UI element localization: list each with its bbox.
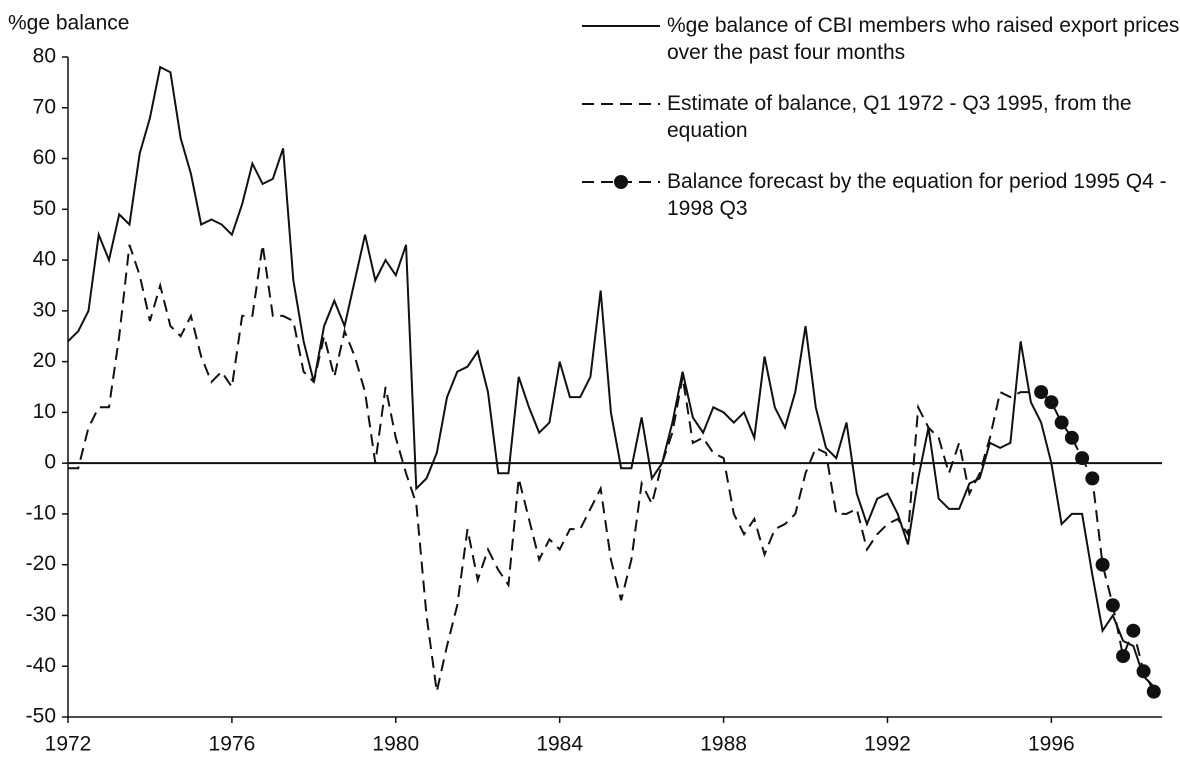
forecast-point (1146, 684, 1161, 699)
legend-label: Estimate of balance, Q1 1972 - Q3 1995, … (667, 92, 1132, 142)
forecast-point (1064, 430, 1079, 445)
forecast-point (1085, 471, 1100, 486)
x-tick-label: 1984 (536, 733, 583, 756)
forecast-point (1136, 664, 1151, 679)
y-tick-label: 10 (33, 400, 56, 423)
y-tick-label: 60 (33, 146, 56, 169)
y-tick-label: 30 (33, 298, 56, 321)
y-tick-label: -30 (26, 603, 56, 626)
y-tick-label: -40 (26, 654, 56, 677)
x-tick-label: 1976 (209, 733, 256, 756)
y-tick-label: 70 (33, 95, 56, 118)
y-tick-label: -50 (26, 705, 56, 728)
y-tick-label: 0 (44, 451, 56, 474)
y-tick-label: 20 (33, 349, 56, 372)
y-tick-label: 80 (33, 45, 56, 68)
series-line (1040, 391, 1155, 693)
y-tick-label: -10 (26, 501, 56, 524)
legend-marker (614, 175, 628, 189)
x-tick-label: 1996 (1028, 733, 1075, 756)
legend-label: %ge balance of CBI members who raised ex… (667, 14, 1180, 64)
forecast-point (1116, 649, 1131, 664)
forecast-point (1054, 415, 1069, 430)
x-tick-label: 1988 (700, 733, 747, 756)
x-tick-label: 1972 (45, 733, 92, 756)
y-tick-label: -20 (26, 552, 56, 575)
x-tick-label: 1980 (372, 733, 419, 756)
series-line (67, 65, 1155, 688)
legend-label: Balance forecast by the equation for per… (667, 170, 1167, 220)
forecast-point (1126, 623, 1141, 638)
y-tick-label: 50 (33, 197, 56, 220)
forecast-point (1075, 451, 1090, 466)
x-tick-label: 1992 (864, 733, 911, 756)
forecast-point (1095, 557, 1110, 572)
y-tick-label: 40 (33, 248, 56, 271)
forecast-point (1044, 395, 1059, 410)
forecast-point (1105, 598, 1120, 613)
y-axis-label: %ge balance (8, 12, 129, 35)
series-line (68, 244, 1031, 692)
forecast-point (1034, 385, 1049, 400)
